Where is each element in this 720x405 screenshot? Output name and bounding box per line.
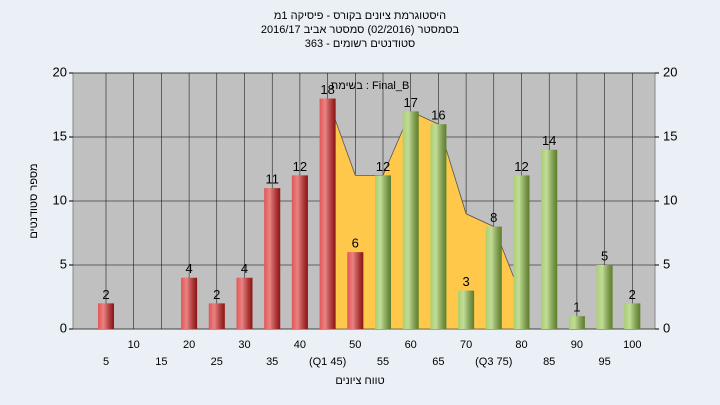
- x-tick-label: 20: [183, 339, 195, 351]
- bar-shade: [208, 303, 225, 329]
- value-label: 2: [629, 287, 636, 302]
- value-label: 12: [376, 159, 390, 174]
- value-label: 8: [490, 210, 497, 225]
- x-tick-label: 70: [460, 339, 472, 351]
- bar-shade: [541, 149, 558, 329]
- x-tick-label: 10: [128, 339, 140, 351]
- bar-shade: [624, 303, 641, 329]
- x-tick-label: 5: [103, 356, 109, 368]
- value-label: 2: [213, 287, 220, 302]
- y2-tick-label: 15: [663, 128, 677, 143]
- y2-tick-label: 5: [663, 256, 670, 271]
- value-label: 3: [462, 274, 469, 289]
- y2-tick-label: 10: [663, 192, 677, 207]
- bar-shade: [458, 290, 475, 329]
- value-label: 6: [352, 236, 359, 251]
- value-label: 11: [265, 172, 279, 187]
- chart-subtitle: 363 - סטודנטים רשומים: [305, 38, 416, 50]
- x-tick-label: 65: [432, 356, 444, 368]
- value-label: 16: [431, 108, 445, 123]
- bar-shade: [402, 111, 419, 330]
- x-tick-label: 25: [211, 356, 223, 368]
- value-label: 14: [542, 133, 556, 148]
- chart-subtitle: בסמסטר (02/2016) סמסטר אביב 2016/17: [261, 24, 460, 36]
- annotation: בשימת : Final_B: [331, 80, 410, 92]
- x-tick-label: 100: [623, 339, 641, 351]
- x-tick-label: 90: [571, 339, 583, 351]
- bar-shade: [568, 316, 585, 329]
- value-label: 2: [102, 287, 109, 302]
- bar-shade: [291, 175, 308, 329]
- bar-shade: [513, 175, 530, 329]
- value-label: 12: [293, 159, 307, 174]
- bar-shade: [264, 188, 281, 329]
- value-label: 4: [241, 261, 248, 276]
- y2-tick-label: 20: [663, 64, 677, 79]
- bar-shade: [485, 226, 502, 329]
- x-tick-label: 15: [155, 356, 167, 368]
- value-label: 1: [573, 300, 580, 315]
- bar-shade: [596, 265, 613, 329]
- bar-shade: [375, 175, 391, 329]
- value-label: 12: [514, 159, 528, 174]
- x-tick-label: (Q1 45): [309, 356, 346, 368]
- bar-shade: [430, 124, 447, 329]
- value-label: 5: [601, 248, 608, 263]
- value-label: 18: [320, 82, 334, 97]
- y-tick-label: 15: [53, 128, 67, 143]
- bars: 2 4 2 4 11 12 18 6 12 17 16 3 8 12 14 1 5 2: [98, 82, 641, 330]
- chart-title: היסטוגרמת ציונים בקורס - פיסיקה 1מ: [274, 10, 446, 22]
- y2-tick-label: 0: [663, 320, 670, 335]
- x-axis-label: טווח ציונים: [335, 375, 384, 387]
- value-label: 17: [403, 95, 417, 110]
- value-label: 4: [185, 261, 192, 276]
- x-tick-label: (Q3 75): [475, 356, 512, 368]
- bar-shade: [347, 252, 364, 329]
- y-tick-label: 0: [60, 320, 67, 335]
- x-tick-label: 30: [238, 339, 250, 351]
- y-tick-label: 5: [60, 256, 67, 271]
- x-tick-label: 60: [405, 339, 417, 351]
- y-axis-label: מספר סטודנטים: [28, 163, 40, 238]
- x-tick-label: 40: [294, 339, 306, 351]
- x-tick-label: 35: [266, 356, 278, 368]
- x-tick-label: 95: [598, 356, 610, 368]
- bar-shade: [236, 277, 253, 329]
- bar-shade: [181, 277, 198, 329]
- x-tick-label: 55: [377, 356, 389, 368]
- x-tick-label: 50: [349, 339, 361, 351]
- bar-shade: [98, 303, 114, 329]
- bar-shade: [319, 98, 336, 329]
- y-tick-label: 10: [53, 192, 67, 207]
- y-tick-label: 20: [53, 64, 67, 79]
- x-tick-label: 85: [543, 356, 555, 368]
- x-tick-label: 80: [515, 339, 527, 351]
